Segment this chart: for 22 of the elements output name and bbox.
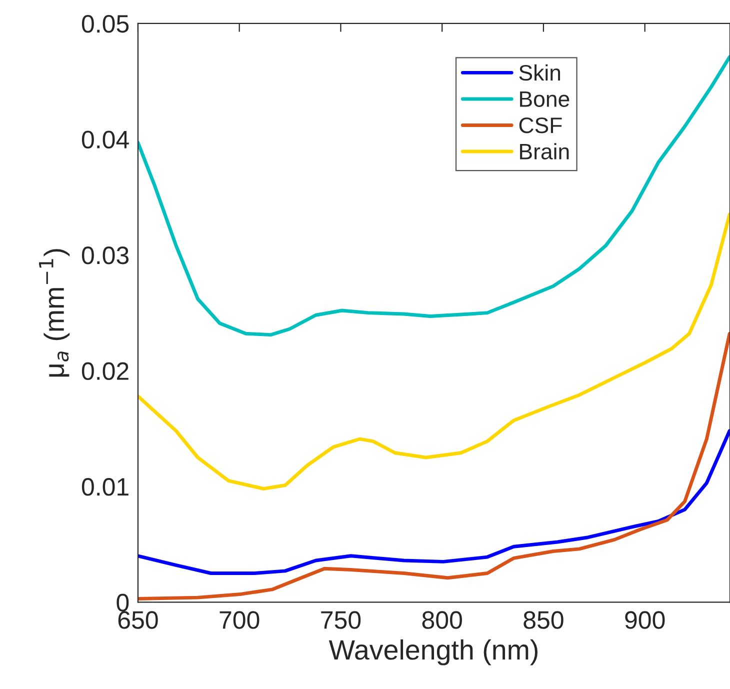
y-tick-label: 0.04 [82,130,129,148]
line-series [138,429,730,575]
y-tick-label: 0 [116,594,129,612]
x-tick-label: 700 [220,611,260,629]
x-axis-title: Wavelength (nm) [328,639,538,666]
line-series [138,332,730,600]
x-tick-label: 750 [321,611,361,629]
x-tick-label: 850 [524,611,564,629]
legend-label: Skin [519,64,560,81]
line-series [138,212,730,490]
x-tick-label: 900 [625,611,665,629]
legend-label: Brain [520,143,569,160]
legend-label: Bone [520,91,570,107]
y-tick-label: 0.03 [82,246,129,264]
legend-label: CSF [519,117,562,134]
y-tick-label: 0.01 [82,478,128,496]
y-tick-label: 0.02 [82,362,128,380]
y-tick-label: 0.05 [82,15,129,33]
x-tick-label: 800 [422,611,462,629]
x-tick-label: 650 [118,611,158,629]
line-series [138,55,730,337]
y-axis-title: μ$_{a}$ (mm$^{−1}$) [39,249,70,377]
